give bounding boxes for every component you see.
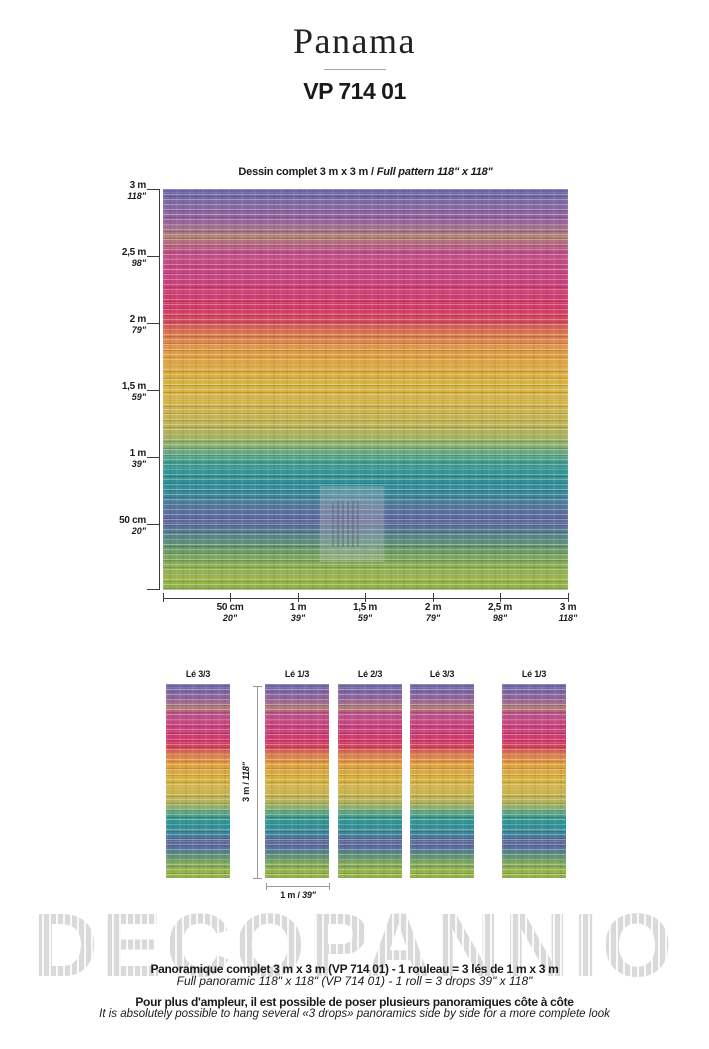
axis-label: 1 m 39" (129, 448, 147, 470)
wallpaper-strip (166, 684, 230, 878)
axis-label: 3 m 118" (558, 602, 578, 623)
axis-tick (163, 593, 164, 602)
logo-circle-icon (322, 494, 382, 554)
footer-note-en: It is absolutely possible to hang severa… (99, 1008, 610, 1020)
dimension-tick (253, 878, 262, 879)
axis-label: 50 cm 20" (119, 515, 146, 537)
footer-note-fr: Pour plus d'ampleur, il est possible de … (135, 995, 574, 1009)
axis-label: 1,5 m 59" (121, 381, 146, 403)
axis-tick (500, 593, 501, 602)
strip-label: Lé 3/3 (429, 669, 455, 679)
strip-label: Lé 2/3 (357, 669, 383, 679)
footer-panoramic-en: Full panoramic 118" x 118" (VP 714 01) -… (176, 974, 533, 988)
axis-label: 2 m 79" (424, 602, 442, 623)
title-divider (324, 69, 386, 70)
axis-label: 50 cm 20" (216, 602, 244, 623)
page-title: Panama (293, 21, 416, 61)
dimension-tick (329, 883, 330, 890)
axis-tick (433, 593, 434, 602)
height-dimension-line (257, 686, 258, 879)
wallpaper-strip (410, 684, 474, 878)
strip-label: Lé 3/3 (185, 669, 211, 679)
axis-tick (365, 593, 366, 602)
axis-label: 2,5 m 98" (121, 247, 146, 269)
axis-tick (568, 593, 569, 602)
strip-label: Lé 1/3 (521, 669, 547, 679)
figure-caption-en: Full pattern 118" x 118" (376, 166, 493, 178)
axis-label: 2,5 m 98" (487, 602, 513, 623)
product-code: VP 714 01 (303, 78, 406, 104)
wallpaper-strip (338, 684, 402, 878)
axis-label: 3 m 118" (127, 180, 146, 202)
axis-label: 1,5 m 59" (352, 602, 378, 623)
wallpaper-strip (502, 684, 566, 878)
axis-tick (147, 323, 159, 324)
width-dimension-label: 1 m / 39" (280, 890, 316, 900)
logo-bars-icon (332, 501, 362, 547)
axis-tick (147, 189, 159, 190)
main-wallpaper-image (163, 189, 568, 590)
axis-tick (230, 593, 231, 602)
dimension-tick (266, 883, 267, 890)
axis-tick (147, 390, 159, 391)
axis-tick (298, 593, 299, 602)
axis-tick (147, 457, 159, 458)
wallpaper-strip (265, 684, 329, 878)
axis-tick (147, 524, 159, 525)
left-axis-line (159, 189, 160, 590)
axis-tick (147, 256, 159, 257)
figure-caption: Dessin complet 3 m x 3 m / Full pattern … (163, 166, 568, 178)
axis-tick (147, 589, 159, 590)
embedded-logo-watermark-icon (320, 486, 384, 562)
figure-caption-fr: Dessin complet 3 m x 3 m / (238, 166, 377, 178)
axis-label: 1 m 39" (289, 602, 307, 623)
dimension-tick (253, 686, 262, 687)
height-dimension-label: 3 m / 118" (241, 762, 251, 802)
width-dimension-line (266, 886, 330, 887)
strip-label: Lé 1/3 (284, 669, 310, 679)
axis-label: 2 m 79" (129, 314, 147, 336)
